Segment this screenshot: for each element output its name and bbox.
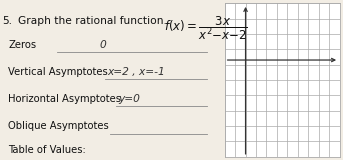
Text: Graph the rational function.: Graph the rational function. <box>18 16 167 26</box>
Text: $f(x) = \dfrac{3x}{x^2{-}x{-}2}$: $f(x) = \dfrac{3x}{x^2{-}x{-}2}$ <box>164 14 248 42</box>
Text: x=2 , x=-1: x=2 , x=-1 <box>108 67 165 77</box>
Text: Vertical Asymptotes: Vertical Asymptotes <box>9 67 108 77</box>
Text: 5.: 5. <box>2 16 12 26</box>
Text: Oblique Asymptotes: Oblique Asymptotes <box>9 121 109 131</box>
Text: Horizontal Asymptotes: Horizontal Asymptotes <box>9 94 121 104</box>
Text: Zeros: Zeros <box>9 40 37 50</box>
Text: y=0: y=0 <box>118 94 140 104</box>
Text: 0: 0 <box>99 40 106 50</box>
Text: Table of Values:: Table of Values: <box>9 145 86 155</box>
